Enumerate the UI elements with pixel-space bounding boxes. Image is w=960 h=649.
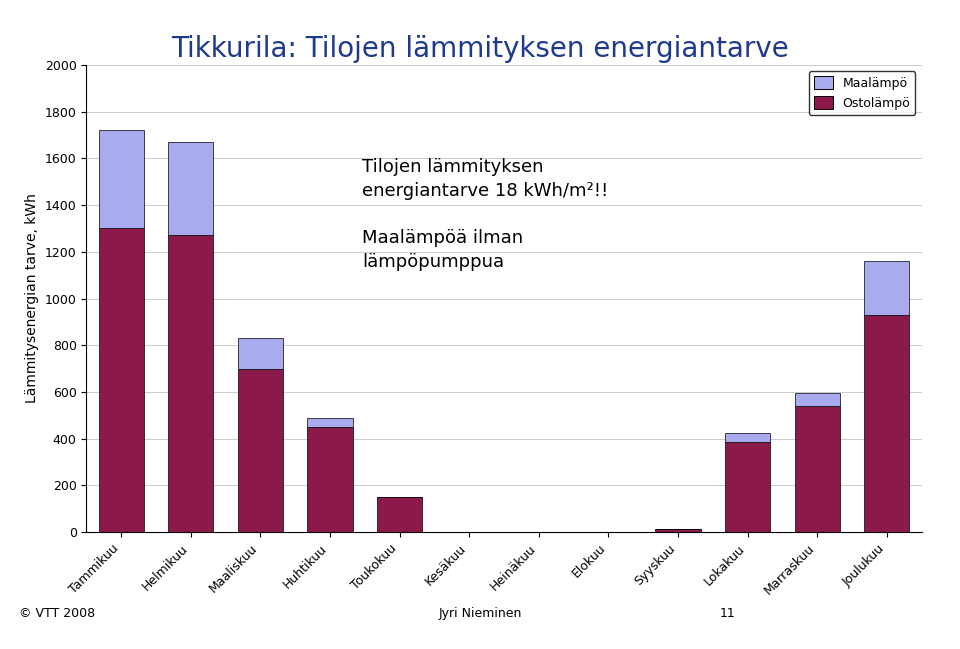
Text: Tilojen lämmityksen
energiantarve 18 kWh/m²!!

Maalämpöä ilman
lämpöpumppua: Tilojen lämmityksen energiantarve 18 kWh… xyxy=(362,158,609,271)
Bar xyxy=(307,427,352,532)
Y-axis label: Lämmitysenergian tarve, kWh: Lämmitysenergian tarve, kWh xyxy=(25,193,39,404)
Bar xyxy=(795,406,840,532)
Bar xyxy=(99,130,144,228)
Bar xyxy=(168,236,213,532)
Bar xyxy=(725,442,770,532)
Bar xyxy=(238,338,283,369)
Bar xyxy=(864,261,909,315)
Bar xyxy=(377,497,422,532)
Legend: Maalämpö, Ostolämpö: Maalämpö, Ostolämpö xyxy=(809,71,915,115)
Bar xyxy=(99,228,144,532)
Bar xyxy=(725,433,770,442)
Bar xyxy=(656,529,701,532)
Bar xyxy=(307,418,352,427)
Text: Tikkurila: Tilojen lämmityksen energiantarve: Tikkurila: Tilojen lämmityksen energiant… xyxy=(171,34,789,63)
Text: © VTT 2008: © VTT 2008 xyxy=(19,607,95,620)
Text: VTT TECHNICAL RESEARCH CENTRE OF FINLAND: VTT TECHNICAL RESEARCH CENTRE OF FINLAND xyxy=(10,11,292,21)
Bar xyxy=(168,142,213,236)
Bar xyxy=(864,315,909,532)
Bar xyxy=(238,369,283,532)
Bar xyxy=(795,393,840,406)
Text: 11: 11 xyxy=(720,607,735,620)
Text: Jyri Nieminen: Jyri Nieminen xyxy=(439,607,521,620)
